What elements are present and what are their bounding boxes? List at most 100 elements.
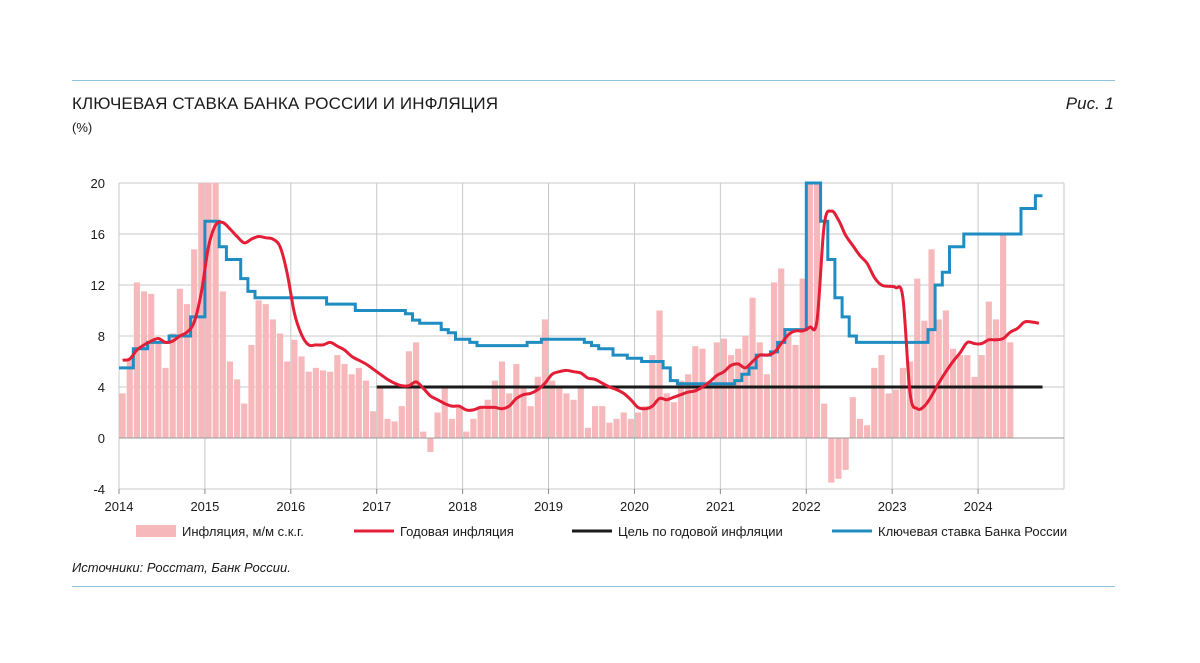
monthly-inflation-bar <box>498 361 506 438</box>
monthly-inflation-bar <box>183 304 191 438</box>
annual-inflation-line <box>122 209 1040 412</box>
monthly-inflation-bar <box>155 342 162 438</box>
monthly-inflation-bar <box>878 355 885 438</box>
monthly-inflation-bar <box>1007 342 1014 438</box>
monthly-inflation-bar <box>341 364 348 438</box>
monthly-inflation-bar <box>577 387 584 438</box>
legend-label: Ключевая ставка Банка России <box>878 524 1067 539</box>
monthly-inflation-bar <box>670 402 677 438</box>
monthly-inflation-bar <box>212 183 219 438</box>
monthly-inflation-bar <box>277 333 284 438</box>
legend-item: Цель по годовой инфляции <box>572 524 783 539</box>
monthly-inflation-bar <box>584 427 591 438</box>
monthly-inflation-bar <box>921 320 928 438</box>
monthly-inflation-bar <box>527 406 534 438</box>
monthly-inflation-bar <box>1000 234 1007 438</box>
monthly-inflation-bar <box>241 403 248 438</box>
y-tick-label: 12 <box>91 278 105 293</box>
monthly-inflation-bar <box>592 406 599 438</box>
monthly-inflation-bar <box>835 438 842 479</box>
monthly-inflation-bar <box>484 399 491 438</box>
monthly-inflation-bars <box>119 183 1014 483</box>
monthly-inflation-bar <box>778 268 785 438</box>
monthly-inflation-bar <box>119 393 126 438</box>
monthly-inflation-bar <box>355 367 362 438</box>
monthly-inflation-bar <box>327 371 334 438</box>
monthly-inflation-bar <box>413 342 420 438</box>
monthly-inflation-bar <box>448 418 455 438</box>
chart-lines <box>119 181 1043 412</box>
monthly-inflation-bar <box>455 406 463 438</box>
monthly-inflation-bar <box>162 367 169 438</box>
y-tick-label: 16 <box>91 227 105 242</box>
x-tick-label: 2023 <box>878 499 907 514</box>
legend-label: Годовая инфляция <box>400 524 514 539</box>
monthly-inflation-bar <box>169 333 176 438</box>
monthly-inflation-bar <box>785 329 792 438</box>
top-rule <box>72 80 1115 81</box>
monthly-inflation-bar <box>477 406 484 438</box>
monthly-inflation-bar <box>706 380 713 438</box>
legend-label: Инфляция, м/м с.к.г. <box>182 524 304 539</box>
bottom-rule <box>72 586 1115 587</box>
monthly-inflation-bar <box>856 418 864 438</box>
monthly-inflation-bar <box>491 380 498 438</box>
x-tick-label: 2022 <box>792 499 821 514</box>
monthly-inflation-bar <box>298 356 305 438</box>
monthly-inflation-bar <box>806 183 813 438</box>
monthly-inflation-bar <box>613 418 620 438</box>
monthly-inflation-bar <box>656 310 663 438</box>
monthly-inflation-bar <box>506 393 513 438</box>
monthly-inflation-bar <box>549 380 556 438</box>
monthly-inflation-bar <box>599 406 606 438</box>
x-tick-label: 2017 <box>362 499 391 514</box>
monthly-inflation-bar <box>234 379 241 438</box>
monthly-inflation-bar <box>935 319 942 438</box>
monthly-inflation-bar <box>728 355 735 438</box>
monthly-inflation-bar <box>305 371 312 438</box>
monthly-inflation-bar <box>520 387 527 438</box>
monthly-inflation-bar <box>842 438 849 470</box>
monthly-inflation-bar <box>663 393 670 438</box>
monthly-inflation-bar <box>849 397 856 438</box>
x-tick-label: 2021 <box>706 499 735 514</box>
monthly-inflation-bar <box>627 418 634 438</box>
legend-label: Цель по годовой инфляции <box>618 524 783 539</box>
monthly-inflation-bar <box>556 387 563 438</box>
monthly-inflation-bar <box>864 425 871 438</box>
legend-item: Инфляция, м/м с.к.г. <box>136 524 304 539</box>
monthly-inflation-bar <box>176 288 183 438</box>
monthly-inflation-bar <box>284 361 291 438</box>
monthly-inflation-bar <box>899 367 906 438</box>
monthly-inflation-bar <box>985 301 992 438</box>
monthly-inflation-bar <box>226 361 234 438</box>
monthly-inflation-bar <box>405 351 413 438</box>
monthly-inflation-bar <box>563 393 570 438</box>
monthly-inflation-bar <box>377 387 384 438</box>
monthly-inflation-bar <box>463 431 470 438</box>
monthly-inflation-bar <box>248 344 255 438</box>
monthly-inflation-bar <box>205 183 212 438</box>
monthly-inflation-bar <box>470 418 477 438</box>
unit-label: (%) <box>72 120 93 135</box>
monthly-inflation-bar <box>148 293 155 438</box>
x-tick-label: 2024 <box>964 499 993 514</box>
monthly-inflation-bar <box>541 319 549 438</box>
y-tick-label: 4 <box>98 380 105 395</box>
monthly-inflation-bar <box>434 412 441 438</box>
monthly-inflation-bar <box>126 358 133 438</box>
monthly-inflation-bar <box>570 399 577 438</box>
monthly-inflation-bar <box>348 374 355 438</box>
monthly-inflation-bar <box>949 348 957 438</box>
monthly-inflation-bar <box>957 355 964 438</box>
monthly-inflation-bar <box>642 406 649 438</box>
monthly-inflation-bar <box>677 380 685 438</box>
monthly-inflation-bar <box>685 374 692 438</box>
monthly-inflation-bar <box>513 364 520 438</box>
y-tick-label: 0 <box>98 431 105 446</box>
y-tick-label: 20 <box>91 176 105 191</box>
monthly-inflation-bar <box>427 438 434 453</box>
monthly-inflation-bar <box>291 339 298 438</box>
monthly-inflation-bar <box>198 183 205 438</box>
